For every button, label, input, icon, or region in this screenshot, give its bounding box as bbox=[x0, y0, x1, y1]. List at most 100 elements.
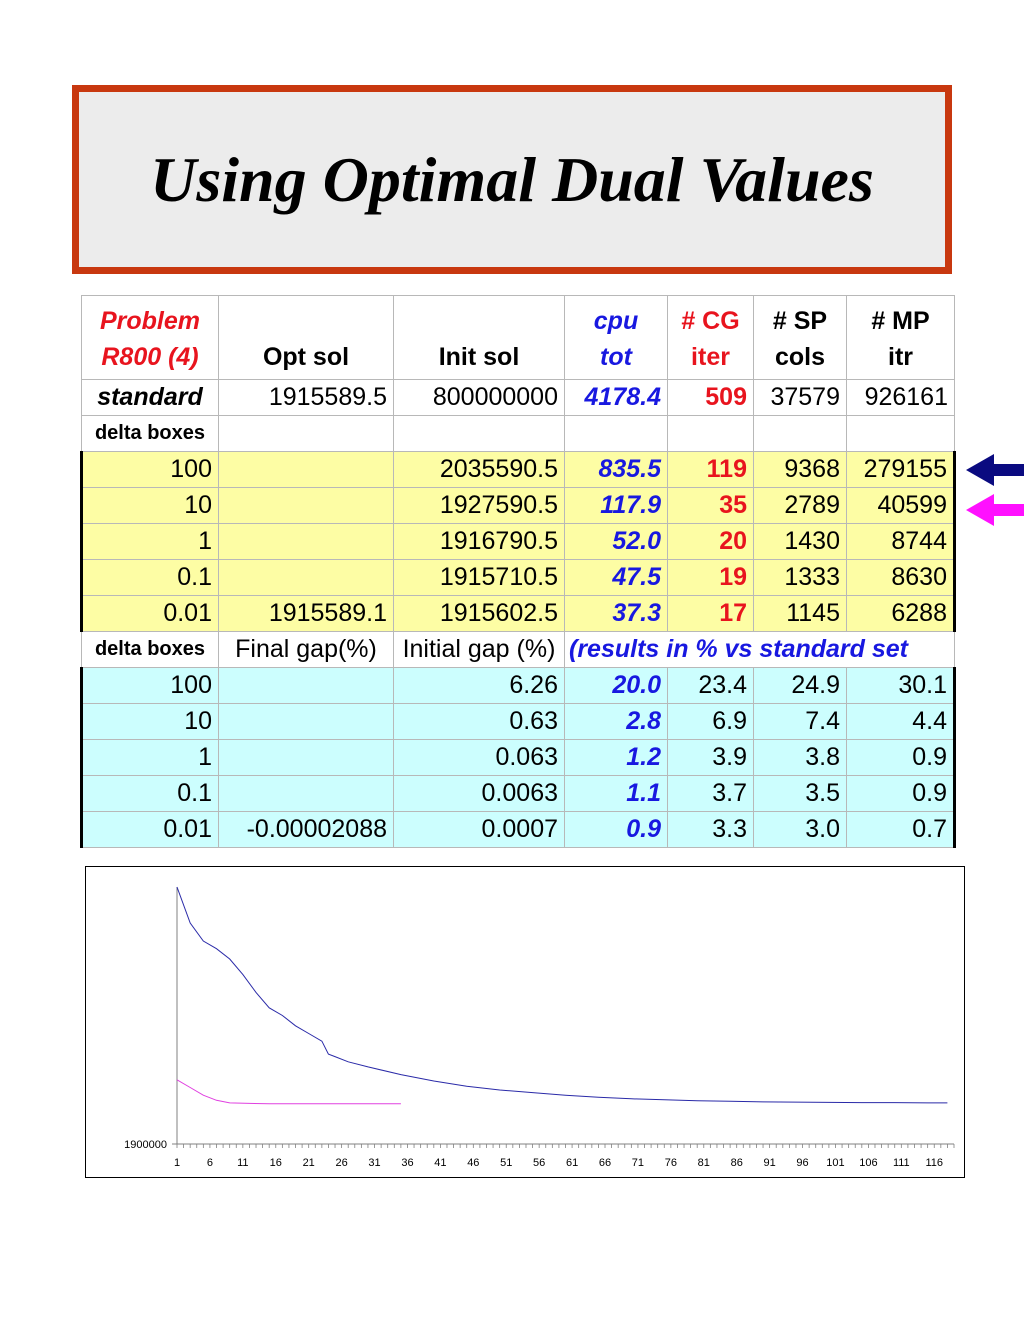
init-sol-cell: 2035590.5 bbox=[393, 451, 565, 488]
standard-label: standard bbox=[81, 379, 219, 416]
init-sol-cell: 1916790.5 bbox=[393, 523, 565, 560]
table-row: 0.01 1915589.1 1915602.5 37.3 17 1145 62… bbox=[80, 595, 956, 632]
cg-cell: 3.9 bbox=[667, 739, 754, 776]
cg-cell: 119 bbox=[667, 451, 754, 488]
mp-cell: 30.1 bbox=[846, 667, 956, 704]
section2-header-row: delta boxes Final gap(%) Initial gap (%)… bbox=[81, 631, 955, 668]
x-tick-label: 21 bbox=[303, 1157, 315, 1169]
final-gap-header: Final gap(%) bbox=[218, 631, 394, 668]
initial-gap-cell: 0.0063 bbox=[393, 775, 565, 812]
x-tick-label: 81 bbox=[698, 1157, 710, 1169]
x-tick-label: 76 bbox=[665, 1157, 677, 1169]
standard-row: standard 1915589.5 800000000 4178.4 509 … bbox=[81, 379, 955, 416]
cg-cell: 23.4 bbox=[667, 667, 754, 704]
initial-gap-cell: 0.0007 bbox=[393, 811, 565, 848]
cg-cell: 17 bbox=[667, 595, 754, 632]
sp-cell: 2789 bbox=[753, 487, 847, 524]
mp-cell: 6288 bbox=[846, 595, 956, 632]
table-row: 10 0.63 2.8 6.9 7.4 4.4 bbox=[80, 703, 956, 740]
opt-sol-cell bbox=[218, 487, 394, 524]
header-cg: # CG iter bbox=[667, 295, 754, 380]
standard-opt-sol: 1915589.5 bbox=[218, 379, 394, 416]
sp-cell: 3.0 bbox=[753, 811, 847, 848]
header-cpu: cpu tot bbox=[564, 295, 668, 380]
cpu-cell: 0.9 bbox=[564, 811, 668, 848]
opt-sol-cell bbox=[218, 559, 394, 596]
sp-cell: 1145 bbox=[753, 595, 847, 632]
mp-cell: 8630 bbox=[846, 559, 956, 596]
x-tick-label: 61 bbox=[566, 1157, 578, 1169]
cg-cell: 20 bbox=[667, 523, 754, 560]
x-tick-label: 6 bbox=[207, 1157, 213, 1169]
opt-sol-cell bbox=[218, 523, 394, 560]
x-tick-label: 106 bbox=[859, 1157, 877, 1169]
delta-cell: 10 bbox=[80, 703, 219, 740]
x-tick-label: 36 bbox=[401, 1157, 413, 1169]
mp-cell: 0.9 bbox=[846, 739, 956, 776]
x-tick-label: 16 bbox=[270, 1157, 282, 1169]
x-tick-label: 86 bbox=[731, 1157, 743, 1169]
y-tick-label: 1900000 bbox=[124, 1139, 167, 1151]
sp-cell: 1430 bbox=[753, 523, 847, 560]
series-line-delta bbox=[176, 1079, 401, 1105]
delta-cell: 10 bbox=[80, 487, 219, 524]
header-sp: # SP cols bbox=[753, 295, 847, 380]
cpu-cell: 47.5 bbox=[564, 559, 668, 596]
x-tick-label: 71 bbox=[632, 1157, 644, 1169]
x-tick-label: 56 bbox=[533, 1157, 545, 1169]
section2-label: delta boxes bbox=[81, 631, 219, 668]
section1-label: delta boxes bbox=[81, 415, 219, 452]
sp-cell: 7.4 bbox=[753, 703, 847, 740]
header-mp: # MP itr bbox=[846, 295, 955, 380]
cg-cell: 3.7 bbox=[667, 775, 754, 812]
initial-gap-cell: 0.063 bbox=[393, 739, 565, 776]
cpu-cell: 52.0 bbox=[564, 523, 668, 560]
standard-cg: 509 bbox=[667, 379, 754, 416]
standard-sp: 37579 bbox=[753, 379, 847, 416]
mp-cell: 0.7 bbox=[846, 811, 956, 848]
table-row: 10 1927590.5 117.9 35 2789 40599 bbox=[80, 487, 956, 524]
init-sol-cell: 1915710.5 bbox=[393, 559, 565, 596]
initial-gap-header: Initial gap (%) bbox=[393, 631, 565, 668]
cpu-cell: 1.1 bbox=[564, 775, 668, 812]
title-box: Using Optimal Dual Values bbox=[72, 85, 952, 274]
cpu-cell: 835.5 bbox=[564, 451, 668, 488]
table-row: 0.1 0.0063 1.1 3.7 3.5 0.9 bbox=[80, 775, 956, 812]
final-gap-cell bbox=[218, 703, 394, 740]
x-tick-label: 96 bbox=[796, 1157, 808, 1169]
delta-cell: 100 bbox=[80, 451, 219, 488]
final-gap-cell: -0.00002088 bbox=[218, 811, 394, 848]
delta-cell: 0.1 bbox=[80, 775, 219, 812]
page-title: Using Optimal Dual Values bbox=[150, 143, 874, 215]
cpu-cell: 2.8 bbox=[564, 703, 668, 740]
magenta-arrow-icon bbox=[966, 494, 1024, 526]
delta-cell: 100 bbox=[80, 667, 219, 704]
delta-cell: 1 bbox=[80, 739, 219, 776]
mp-cell: 8744 bbox=[846, 523, 956, 560]
navy-arrow-icon bbox=[966, 454, 1024, 486]
table-row: 0.01 -0.00002088 0.0007 0.9 3.3 3.0 0.7 bbox=[80, 811, 956, 848]
x-tick-label: 11 bbox=[237, 1157, 248, 1169]
cg-cell: 3.3 bbox=[667, 811, 754, 848]
x-tick-label: 101 bbox=[826, 1157, 844, 1169]
initial-gap-cell: 6.26 bbox=[393, 667, 565, 704]
header-problem: Problem R800 (4) bbox=[81, 295, 219, 380]
cg-cell: 19 bbox=[667, 559, 754, 596]
results-table: Problem R800 (4) Opt sol Init sol cpu tot … bbox=[80, 295, 956, 848]
standard-mp: 926161 bbox=[846, 379, 955, 416]
standard-init-sol: 800000000 bbox=[393, 379, 565, 416]
sp-cell: 9368 bbox=[753, 451, 847, 488]
sp-cell: 3.5 bbox=[753, 775, 847, 812]
table-row: 1 1916790.5 52.0 20 1430 8744 bbox=[80, 523, 956, 560]
initial-gap-cell: 0.63 bbox=[393, 703, 565, 740]
cpu-cell: 117.9 bbox=[564, 487, 668, 524]
x-tick-label: 91 bbox=[764, 1157, 776, 1169]
init-sol-cell: 1927590.5 bbox=[393, 487, 565, 524]
cpu-cell: 37.3 bbox=[564, 595, 668, 632]
table-row: 100 6.26 20.0 23.4 24.9 30.1 bbox=[80, 667, 956, 704]
table-row: 0.1 1915710.5 47.5 19 1333 8630 bbox=[80, 559, 956, 596]
opt-sol-cell: 1915589.1 bbox=[218, 595, 394, 632]
mp-cell: 0.9 bbox=[846, 775, 956, 812]
delta-cell: 0.01 bbox=[80, 595, 219, 632]
